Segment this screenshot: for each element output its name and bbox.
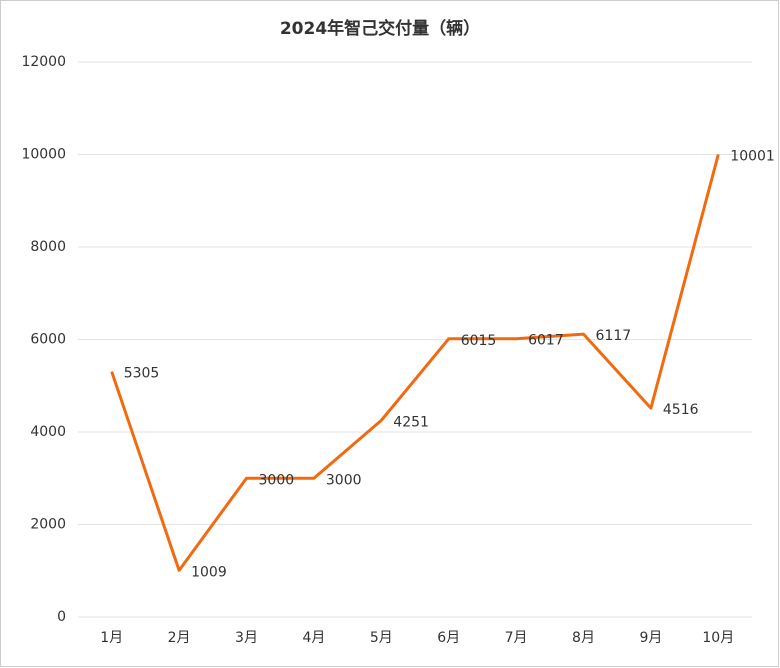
y-tick-label: 2000 — [30, 517, 66, 533]
x-tick-label: 8月 — [572, 630, 595, 646]
y-tick-label: 12000 — [21, 54, 66, 70]
chart-title: 2024年智己交付量（辆） — [280, 18, 480, 39]
y-tick-label: 8000 — [30, 239, 66, 255]
data-label: 3000 — [326, 472, 362, 488]
x-tick-label: 4月 — [302, 630, 325, 646]
data-label: 4251 — [393, 414, 429, 430]
data-label: 5305 — [124, 366, 160, 382]
y-tick-label: 6000 — [30, 332, 66, 348]
y-tick-label: 10000 — [21, 147, 66, 163]
y-tick-label: 4000 — [30, 424, 66, 440]
data-label: 6117 — [596, 328, 632, 344]
data-label: 6017 — [528, 333, 564, 349]
x-tick-label: 6月 — [437, 630, 460, 646]
x-tick-label: 7月 — [505, 630, 528, 646]
data-line — [110, 154, 720, 572]
data-label: 1009 — [191, 564, 227, 580]
data-label: 3000 — [259, 472, 295, 488]
x-tick-label: 9月 — [639, 630, 662, 646]
x-tick-label: 5月 — [370, 630, 393, 646]
x-tick-label: 3月 — [235, 630, 258, 646]
x-tick-label: 10月 — [702, 630, 734, 646]
data-label: 6015 — [461, 333, 497, 349]
x-tick-label: 2月 — [168, 630, 191, 646]
data-label: 10001 — [730, 148, 775, 164]
x-tick-label: 1月 — [100, 630, 123, 646]
data-label: 4516 — [663, 402, 699, 418]
y-tick-label: 0 — [57, 609, 66, 625]
